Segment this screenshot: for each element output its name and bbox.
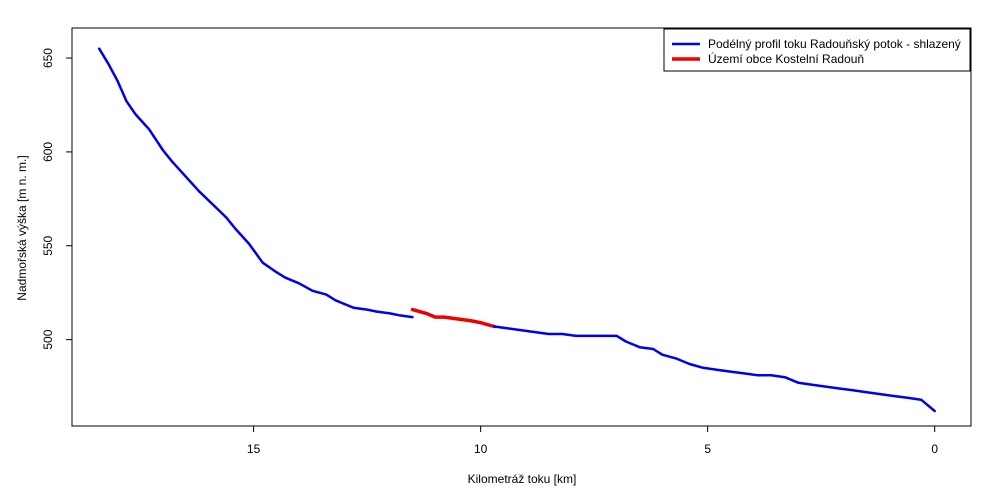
y-axis: 500 550 600 650 — [41, 48, 72, 350]
x-tick-label: 5 — [704, 442, 711, 456]
y-tick-label: 650 — [41, 48, 55, 68]
y-axis-title: Nadmořská výška [m n. m.] — [15, 155, 29, 300]
series-layer — [97, 47, 936, 413]
x-tick-label: 10 — [474, 442, 488, 456]
legend-box — [663, 28, 971, 72]
x-tick-label: 15 — [247, 442, 261, 456]
series-line-municipality — [410, 307, 497, 329]
legend: Podélný profil toku Radouňský potok - sh… — [663, 28, 971, 72]
legend-label-profile: Podélný profil toku Radouňský potok - sh… — [708, 37, 961, 51]
legend-label-municipality: Území obce Kostelní Radouň — [708, 51, 864, 66]
series-line-profile — [97, 47, 414, 319]
series-line-profile — [493, 325, 936, 413]
x-tick-label: 0 — [931, 442, 938, 456]
plot-frame — [71, 27, 972, 427]
x-axis: 15 10 5 0 — [247, 426, 938, 456]
y-tick-label: 550 — [41, 235, 55, 255]
y-tick-label: 600 — [41, 142, 55, 162]
y-tick-label: 500 — [41, 329, 55, 349]
x-axis-title: Kilometráž toku [km] — [468, 472, 577, 486]
